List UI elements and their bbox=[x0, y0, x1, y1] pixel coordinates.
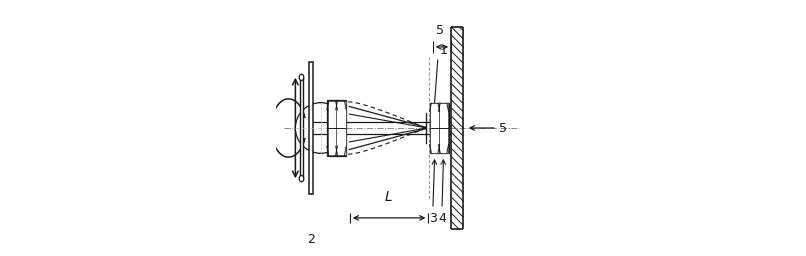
Circle shape bbox=[295, 103, 346, 153]
Bar bbox=[336, 101, 346, 155]
Bar bbox=[327, 101, 337, 155]
Text: L: L bbox=[384, 190, 393, 204]
Bar bbox=[300, 77, 303, 179]
Bar bbox=[310, 62, 313, 194]
Bar bbox=[326, 100, 338, 156]
Text: 3: 3 bbox=[429, 211, 437, 225]
Text: 5: 5 bbox=[499, 122, 507, 134]
Text: 4: 4 bbox=[438, 211, 446, 225]
Bar bbox=[335, 100, 347, 156]
Ellipse shape bbox=[299, 74, 304, 81]
Text: 2: 2 bbox=[307, 233, 315, 246]
Text: 1: 1 bbox=[439, 44, 447, 57]
Bar bbox=[430, 103, 439, 153]
Bar bbox=[438, 103, 449, 153]
Text: 5: 5 bbox=[437, 24, 444, 37]
Bar bbox=[439, 103, 448, 153]
Bar bbox=[430, 103, 440, 153]
Ellipse shape bbox=[299, 175, 304, 182]
